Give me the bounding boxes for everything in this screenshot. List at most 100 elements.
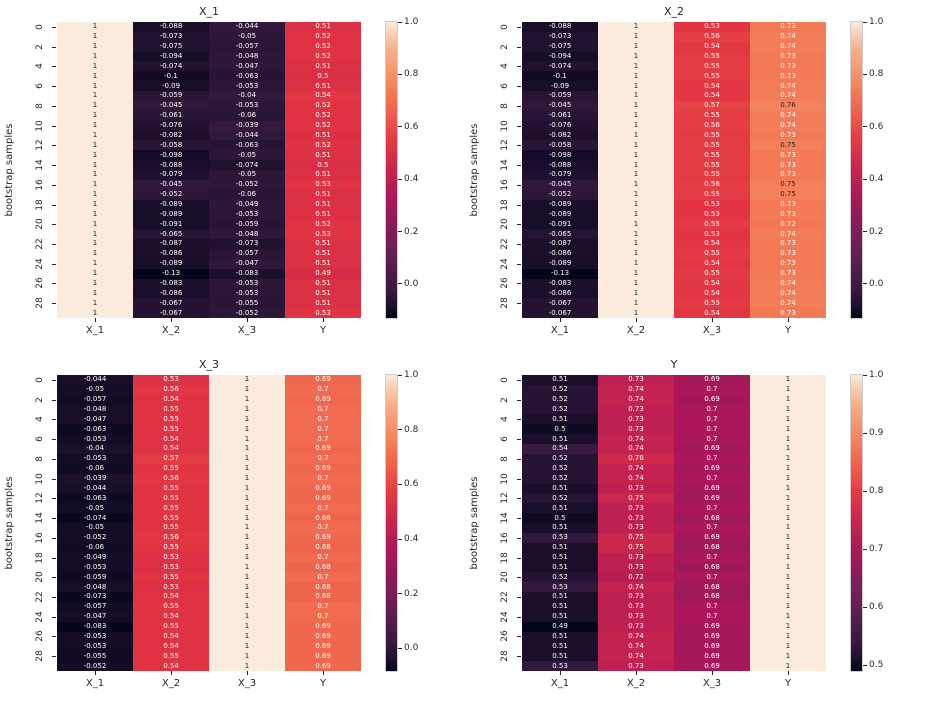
y-tick-mark <box>517 66 521 68</box>
heatmap-cell: 1 <box>750 424 826 435</box>
heatmap-cell: 1 <box>598 91 674 101</box>
colorbar-tick-mark <box>863 178 867 180</box>
heatmap-cell: 0.52 <box>285 110 361 121</box>
heatmap-cell: -0.057 <box>209 41 285 52</box>
heatmap-cell: 1 <box>57 150 133 161</box>
heatmap-cell: 0.55 <box>133 601 209 612</box>
heatmap-cell: -0.04 <box>209 91 285 101</box>
heatmap-cell: 0.55 <box>133 503 209 514</box>
heatmap-cell: 0.69 <box>285 661 361 671</box>
heatmap-cell: -0.048 <box>57 582 133 593</box>
heatmap-cell: -0.052 <box>57 661 133 671</box>
colorbar-gradient <box>385 21 398 319</box>
colorbar-tick-label: 0.7 <box>863 544 883 554</box>
heatmap-cell: 0.74 <box>750 81 826 92</box>
heatmap-cell: 0.69 <box>285 444 361 454</box>
heatmap-cell: 1 <box>57 110 133 121</box>
heatmap-cell: 1 <box>209 375 285 385</box>
heatmap-cell: 0.55 <box>674 160 750 170</box>
heatmap-cell: 1 <box>209 592 285 602</box>
y-tick-label: 8 <box>500 456 510 462</box>
heatmap-cell: 0.51 <box>285 170 361 180</box>
heatmap-cell: 0.69 <box>674 631 750 642</box>
heatmap-cell: 1 <box>57 61 133 72</box>
y-tick-mark <box>517 419 521 421</box>
y-tick-mark <box>517 204 521 206</box>
y-tick-mark <box>52 518 56 520</box>
heatmap-cell: 0.69 <box>674 493 750 504</box>
heatmap-cell: 1 <box>598 150 674 161</box>
heatmap-cell: -0.067 <box>522 298 598 309</box>
y-tick-mark <box>517 184 521 186</box>
heatmap-cell: 0.52 <box>522 384 598 395</box>
x-tick-mark <box>247 671 248 675</box>
heatmap-cell: -0.079 <box>133 170 209 180</box>
heatmap-cell: 0.69 <box>674 661 750 671</box>
colorbar-tick-value: 0.8 <box>404 424 419 435</box>
y-tick-mark <box>517 478 521 480</box>
heatmap-cell: 0.7 <box>674 414 750 425</box>
colorbar-gradient <box>850 21 863 319</box>
y-tick-mark <box>517 125 521 127</box>
heatmap-cell: 0.57 <box>674 100 750 111</box>
heatmap-cell: -0.086 <box>133 248 209 259</box>
heatmap-cell: -0.06 <box>57 463 133 474</box>
heatmap-cell: -0.067 <box>522 308 598 318</box>
heatmap-cell: 0.51 <box>285 258 361 269</box>
heatmap-cell: 1 <box>209 631 285 642</box>
colorbar: 1.0 0.8 0.6 0.4 0.2 0.0 <box>385 370 456 672</box>
heatmap-cell: -0.044 <box>57 375 133 385</box>
colorbar-tick-mark <box>863 374 867 376</box>
heatmap-cell: 1 <box>598 22 674 32</box>
heatmap-cell: 1 <box>57 130 133 141</box>
heatmap-cell: 0.51 <box>522 483 598 494</box>
colorbar-tick-label: 0.8 <box>863 486 883 496</box>
y-axis-label: bootstrap samples <box>469 123 480 217</box>
heatmap-cell: 0.55 <box>133 424 209 435</box>
y-tick-mark <box>52 537 56 539</box>
heatmap-cell: 0.74 <box>750 278 826 289</box>
heatmap-cell: 0.7 <box>674 424 750 435</box>
colorbar-tick-label: 0.5 <box>863 660 883 670</box>
heatmap-cell: 0.74 <box>598 631 674 642</box>
heatmap-cell: 0.55 <box>133 621 209 632</box>
colorbar-tick-mark <box>398 429 402 431</box>
colorbar-tick-label: 1.0 <box>398 17 418 27</box>
x-tick-labels: X_1 X_2 X_3 Y <box>57 678 361 689</box>
heatmap-cell: 0.55 <box>674 130 750 141</box>
heatmap-cell: 0.73 <box>750 71 826 82</box>
y-tick-mark <box>517 458 521 460</box>
heatmap-cell: -0.058 <box>522 140 598 151</box>
heatmap-cell: 0.54 <box>133 592 209 602</box>
colorbar-tick-mark <box>863 664 867 666</box>
heatmap-area: 1 -0.088 -0.044 0.51 1 -0.073 -0.05 0.52 1 -0.075… <box>35 22 361 336</box>
y-tick-label: 20 <box>35 218 45 230</box>
heatmap-cell: -0.049 <box>209 199 285 210</box>
y-tick-mark <box>52 46 56 48</box>
heatmap-cell: 0.5 <box>522 424 598 435</box>
colorbar-tick-label: 0.8 <box>863 69 883 79</box>
heatmap-cell: -0.047 <box>209 61 285 72</box>
heatmap-cell: 1 <box>209 572 285 583</box>
heatmap-cell: 1 <box>750 611 826 622</box>
x-tick-label: X_1 <box>550 678 570 689</box>
heatmap-cell: 1 <box>57 71 133 82</box>
heatmap-cell: 0.54 <box>674 288 750 299</box>
heatmap-cell: 1 <box>598 170 674 180</box>
heatmap-cell: 0.55 <box>133 513 209 523</box>
heatmap-panel-x2: X_2 bootstrap samples -0.088 1 0.53 0.73 -0.… <box>465 0 930 353</box>
heatmap-cell: 1 <box>598 41 674 52</box>
heatmap-cell: 1 <box>598 110 674 121</box>
heatmap-cell: -0.098 <box>522 150 598 161</box>
heatmap-cell: -0.047 <box>209 258 285 269</box>
heatmap-cell: 0.7 <box>285 424 361 435</box>
heatmap-cell: 1 <box>57 209 133 220</box>
heatmap-cell: 0.74 <box>750 41 826 52</box>
heatmap-cell: 0.54 <box>522 444 598 454</box>
y-tick-mark <box>52 597 56 598</box>
y-axis-label: bootstrap samples <box>469 476 480 570</box>
heatmap-cell: 0.73 <box>750 209 826 220</box>
heatmap-cell: 0.69 <box>674 483 750 494</box>
heatmap-cell: 0.55 <box>674 298 750 309</box>
